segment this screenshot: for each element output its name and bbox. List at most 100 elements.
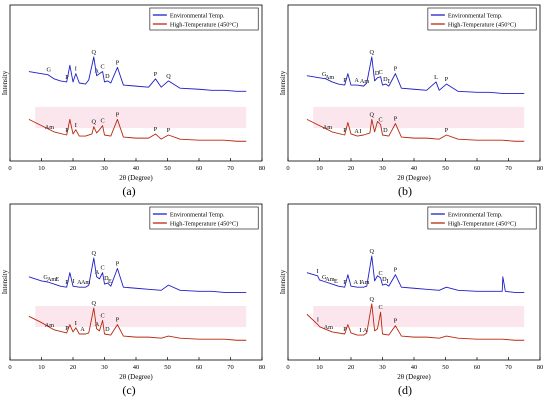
- p2-peak-label-12: P: [116, 260, 120, 267]
- p3-x-tick-label-8: 80: [537, 364, 544, 371]
- p1-peak-label-11: L: [434, 74, 438, 81]
- p2-y-axis-title: Intensity: [1, 269, 9, 294]
- p2-peak-label-3: P: [65, 279, 69, 286]
- p3-peak-label-18: Q: [370, 296, 375, 303]
- p2-series-1-band: [35, 305, 247, 328]
- p2-x-tick-label-2: 20: [70, 364, 77, 371]
- p3-peak-label-13: I: [317, 317, 319, 324]
- p1-peak-label-5: Q: [370, 49, 375, 56]
- p3-legend-label-0: Environmental Temp.: [448, 211, 503, 218]
- p2-x-tick-label-0: 0: [8, 364, 11, 371]
- p0-series-0-line: [28, 56, 247, 92]
- p0-x-tick-label-1: 10: [38, 165, 45, 172]
- p1-peak-label-18: C: [379, 117, 383, 124]
- p0-x-tick-label-0: 0: [8, 165, 11, 172]
- p3-peak-label-15: P: [343, 326, 347, 333]
- p3-x-tick-label-3: 30: [379, 364, 386, 371]
- p0-peak-label-14: C: [101, 118, 105, 125]
- p3-x-tick-label-4: 40: [411, 364, 418, 371]
- p1-y-axis-title: Intensity: [279, 70, 287, 95]
- p0-peak-label-5: C: [101, 64, 105, 71]
- p0-peak-label-10: Am: [45, 124, 54, 131]
- p1-legend-box: [427, 7, 537, 31]
- p2-peak-label-18: A: [95, 321, 100, 328]
- p0-series-1-band: [35, 106, 247, 129]
- p2-peak-label-21: P: [116, 317, 120, 324]
- p2-legend-label-0: Environmental Temp.: [170, 211, 225, 218]
- p3-peak-label-12: P: [394, 267, 398, 274]
- p3-peak-label-1: G: [322, 274, 327, 281]
- p2-legend-box: [149, 206, 259, 230]
- p0-peak-label-3: Q: [92, 49, 97, 56]
- p1-x-tick-label-0: 0: [286, 165, 289, 172]
- p0-peak-label-8: P: [154, 71, 158, 78]
- p1-peak-label-3: A: [354, 77, 359, 84]
- p3-peak-label-20: P: [394, 318, 398, 325]
- p1-x-tick-label-8: 80: [537, 165, 544, 172]
- p2-peak-label-14: P: [65, 325, 69, 332]
- p2-x-tick-label-1: 10: [38, 364, 45, 371]
- p0-peak-label-12: I: [75, 122, 77, 129]
- p2-series-1-line: [28, 307, 247, 341]
- p3-x-tick-label-2: 20: [348, 364, 355, 371]
- p0-x-tick-label-4: 40: [133, 165, 140, 172]
- p0-peak-label-13: Q: [92, 119, 97, 126]
- p2-peak-label-6: Am: [81, 279, 90, 286]
- p3-x-tick-label-6: 60: [474, 364, 481, 371]
- p0-series-1-line: [28, 118, 247, 142]
- p2-peak-label-20: D: [105, 326, 110, 333]
- p3-peak-label-19: C: [379, 304, 383, 311]
- p2-peak-label-19: C: [101, 312, 105, 319]
- p3-peak-label-0: I: [317, 268, 319, 275]
- p2-peak-label-8: A: [95, 269, 100, 276]
- p0-peak-label-1: P: [65, 74, 69, 81]
- p2-peak-label-10: D: [104, 275, 109, 282]
- p1-series-1-band: [313, 106, 525, 129]
- p0-peak-label-2: I: [75, 66, 77, 73]
- p2-peak-label-1: Am: [47, 276, 56, 283]
- p0-y-axis-title: Intensity: [1, 70, 9, 95]
- p1-x-tick-label-3: 30: [379, 165, 386, 172]
- p0-peak-label-0: G: [47, 67, 52, 74]
- p1-peak-label-10: P: [394, 66, 398, 73]
- p1-peak-label-7: C: [379, 69, 383, 76]
- p3-x-tick-label-7: 70: [505, 364, 512, 371]
- p1-peak-label-12: P: [445, 76, 449, 83]
- p2-series-0-line: [28, 257, 247, 293]
- p1-x-tick-label-2: 20: [348, 165, 355, 172]
- p3-peak-label-2: Am: [325, 276, 334, 283]
- p1-peak-label-9: I: [388, 78, 390, 85]
- p1-peak-label-4: Am: [360, 78, 369, 85]
- p1-peak-label-16: I: [359, 128, 361, 135]
- p0-legend-label-1: High-Temperature (450°C): [170, 21, 238, 28]
- p1-legend-label-1: High-Temperature (450°C): [448, 21, 516, 28]
- p2-peak-label-17: Q: [92, 300, 97, 307]
- p0-x-tick-label-7: 70: [227, 165, 234, 172]
- p0-x-tick-label-2: 20: [70, 165, 77, 172]
- p3-peak-label-11: I: [387, 278, 389, 285]
- p0-x-tick-label-3: 30: [101, 165, 108, 172]
- p3-peak-label-9: C: [379, 270, 383, 277]
- p2-peak-label-15: I: [75, 320, 77, 327]
- p3-x-tick-label-1: 10: [316, 364, 323, 371]
- p3-series-1-line: [306, 303, 525, 341]
- p1-peak-label-13: Am: [323, 124, 332, 131]
- p3-legend-label-1: High-Temperature (450°C): [448, 220, 516, 227]
- p2-peak-label-11: E: [108, 278, 112, 285]
- p0-x-tick-label-5: 50: [164, 165, 171, 172]
- p1-peak-label-1: Am: [325, 74, 334, 81]
- p0-peak-label-17: P: [167, 127, 171, 134]
- p0-x-tick-label-6: 60: [196, 165, 203, 172]
- p3-peak-label-7: Am: [360, 279, 369, 286]
- p0-peak-label-7: P: [116, 59, 120, 66]
- p0-peak-label-16: P: [154, 126, 158, 133]
- p2-x-tick-label-3: 30: [101, 364, 108, 371]
- p3-series-1-band: [313, 305, 525, 328]
- p0-peak-label-6: D: [105, 73, 110, 80]
- p3-peak-label-17: A: [363, 327, 368, 334]
- p3-peak-label-16: I: [359, 327, 361, 334]
- panel-label-a: (a): [122, 184, 136, 198]
- p2-x-tick-label-6: 60: [196, 364, 203, 371]
